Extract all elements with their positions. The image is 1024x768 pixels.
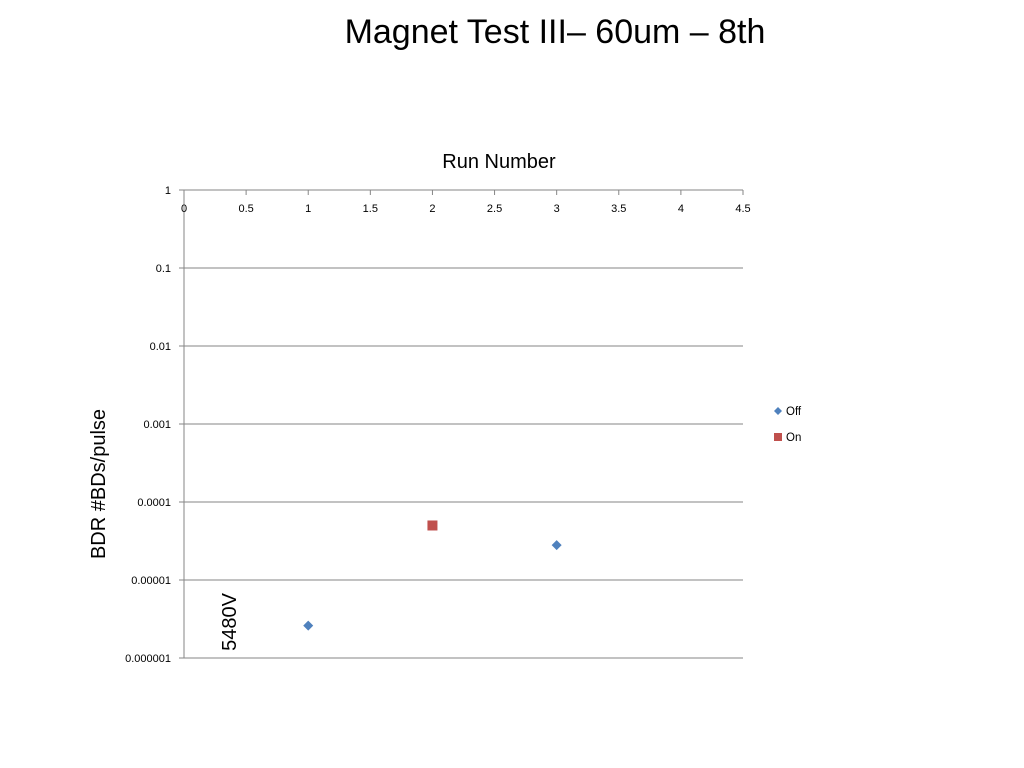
x-tick-label: 0 (181, 203, 187, 215)
point-off (303, 621, 313, 631)
legend-marker-off (774, 407, 782, 415)
y-tick-label: 1 (165, 185, 171, 197)
x-tick-label: 3.5 (611, 203, 626, 215)
legend-label-on: On (786, 432, 801, 444)
legend-marker-on (774, 433, 782, 441)
point-on (427, 520, 437, 530)
y-tick-label: 0.00001 (131, 575, 171, 587)
y-tick-label: 0.0001 (137, 497, 171, 509)
y-tick-label: 0.000001 (125, 653, 171, 665)
x-axis-title: Run Number (442, 151, 556, 173)
y-tick-label: 0.001 (143, 419, 171, 431)
x-tick-label: 4.5 (735, 203, 750, 215)
x-tick-label: 1 (305, 203, 311, 215)
x-tick-label: 0.5 (238, 203, 253, 215)
x-tick-label: 2.5 (487, 203, 502, 215)
y-ticks: 1 0.1 0.01 0.001 0.0001 0.00001 0.000001 (125, 185, 184, 665)
data-points (303, 520, 561, 630)
x-tick-label: 2 (429, 203, 435, 215)
point-off (552, 540, 562, 550)
legend-label-off: Off (786, 406, 802, 418)
y-tick-label: 0.01 (150, 341, 171, 353)
x-tick-label: 4 (678, 203, 684, 215)
y-axis-title: BDR #BDs/pulse (88, 409, 110, 559)
x-tick-label: 3 (554, 203, 560, 215)
x-ticks: 0 0.5 1 1.5 2 2.5 3 3.5 4 4.5 (181, 190, 751, 215)
y-tick-label: 0.1 (156, 263, 171, 275)
gridlines (184, 268, 743, 658)
voltage-annotation: 5480V (219, 592, 241, 650)
x-tick-label: 1.5 (363, 203, 378, 215)
legend: Off On (774, 406, 802, 444)
